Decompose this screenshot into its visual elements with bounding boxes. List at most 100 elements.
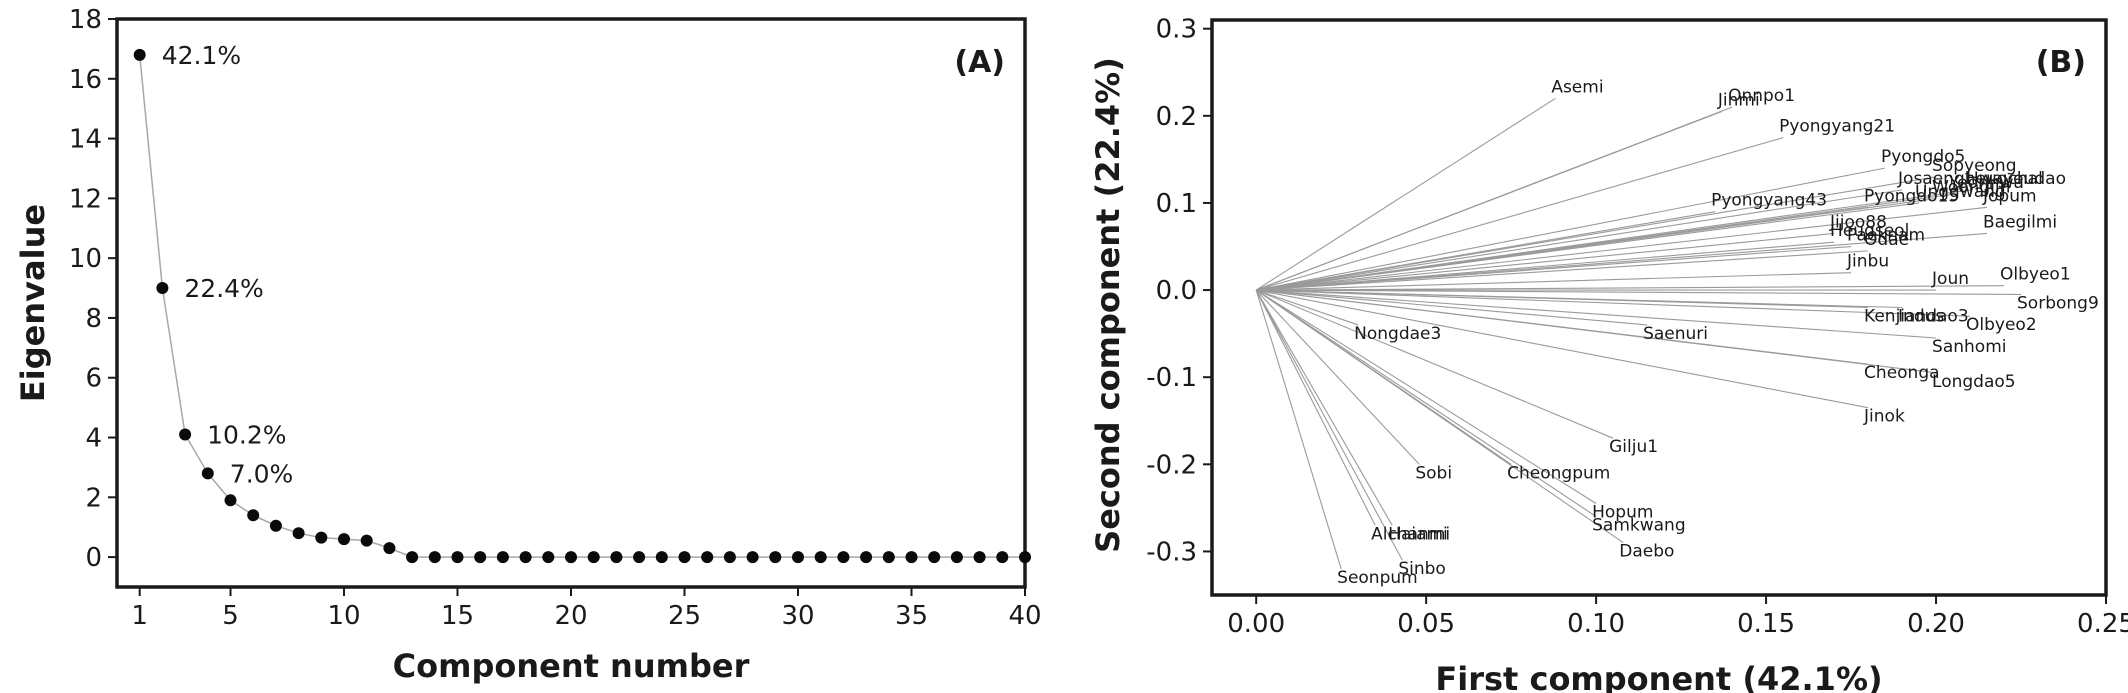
cultivar-label: Sopyeong (1932, 156, 2016, 176)
eigenvalue-point (814, 551, 827, 564)
eigenvalue-point (224, 494, 237, 507)
x-tick-label: 0.00 (1227, 609, 1285, 639)
y-tick-label: 2 (85, 483, 102, 513)
loading-vector (1256, 250, 1869, 291)
y-tick-label: 0.1 (1156, 189, 1197, 219)
loading-vector (1256, 289, 1648, 326)
loading-vector (1255, 289, 1403, 561)
scree-y-axis-label: Eigenvalue (14, 204, 52, 402)
loading-vector (1255, 289, 1393, 526)
cultivar-label: Sanhomi (1932, 337, 2006, 357)
y-tick-label: 12 (69, 184, 102, 214)
cultivar-label: Jopum (1982, 186, 2037, 206)
x-tick-label: 0.25 (2077, 609, 2128, 639)
x-tick-label: 0.20 (1907, 609, 1965, 639)
cultivar-label: Nongdae3 (1354, 324, 1441, 344)
eigenvalue-point (428, 551, 441, 564)
x-tick-label: 25 (668, 601, 701, 631)
loading-vector (1256, 289, 1937, 339)
cultivar-label: Yeonhwa (1948, 173, 2024, 193)
eigenvalue-point (860, 551, 873, 564)
cultivar-label: Pyongyang43 (1711, 191, 1827, 211)
y-tick-label: 14 (69, 125, 102, 155)
x-tick-label: 20 (554, 601, 587, 631)
eigenvalue-point (338, 533, 350, 546)
loading-vector (1256, 272, 1852, 291)
cultivar-label: Sobi (1415, 463, 1452, 483)
loading-vector (1256, 137, 1784, 291)
cultivar-label: Josaengheugchal (1897, 169, 2043, 189)
cultivar-label: Saenuri (1643, 324, 1708, 344)
panel-a-tag: (A) (954, 45, 1005, 80)
cultivar-label: Woongjin (1932, 178, 2010, 198)
loading-vector (1255, 289, 1614, 439)
x-tick-label: 40 (1008, 601, 1041, 631)
cultivar-label: Pyongdo15 (1864, 186, 1959, 206)
loading-vector (1255, 289, 1624, 544)
cultivar-label: Baegilmi (1983, 212, 2057, 232)
eigenvalue-point (701, 551, 714, 564)
y-tick-label: 8 (85, 304, 102, 334)
pca-biplot-axes: 0.00 0.05 0.10 0.15 0.20 0.25 0.3 0.2 0.1 0.0 -0.1… (1146, 15, 2128, 639)
cultivar-label: Indus (1898, 307, 1944, 327)
cultivar-label: Olbyeo1 (2000, 265, 2071, 285)
eigenvalue-point (950, 551, 963, 564)
loading-vector (1256, 285, 2005, 291)
loading-vector (1256, 289, 1359, 326)
y-tick-label: 6 (85, 364, 102, 394)
cultivar-label: Jinbu (1846, 252, 1889, 272)
loading-vector (1255, 289, 1342, 570)
loading-vector (1256, 206, 1988, 291)
eigenvalue-point (156, 282, 169, 295)
eigenvalue-point (678, 551, 691, 564)
cultivar-label: Sinbo (1398, 559, 1445, 579)
loading-vector (1256, 206, 1869, 291)
eigenvalue-point (315, 531, 328, 544)
cultivar-label: Daebo (1619, 542, 1674, 562)
cultivar-label: Jijoo88 (1829, 212, 1887, 232)
loading-vector (1256, 176, 1937, 291)
loading-vector (1255, 289, 1376, 526)
panel-b-tag: (B) (2036, 45, 2086, 80)
x-tick-label: 30 (781, 601, 814, 631)
y-tick-label: -0.1 (1146, 363, 1197, 393)
loading-vector (1256, 189, 1971, 291)
variance-label: 10.2% (207, 421, 286, 450)
x-tick-label: 15 (441, 601, 474, 631)
cultivar-label: Heugseol (1830, 221, 1909, 241)
y-tick-label: 0.3 (1156, 15, 1197, 45)
scree-line (138, 54, 1025, 558)
x-tick-label: 35 (895, 601, 928, 631)
loading-vector (1256, 289, 1937, 374)
eigenvalue-point (406, 551, 419, 564)
eigenvalue-point (542, 551, 555, 564)
cultivar-label: Sorbong9 (2017, 293, 2099, 313)
loading-vector (1256, 167, 1886, 291)
loading-vector (1255, 289, 1420, 465)
eigenvalue-point (292, 527, 305, 540)
cultivar-label: Pyongdo5 (1881, 147, 1965, 167)
eigenvalue-point (837, 551, 850, 564)
cultivar-label: Hwayoudao (1966, 169, 2066, 189)
y-tick-label: 4 (85, 424, 102, 454)
loading-vector (1256, 232, 1988, 291)
cultivar-label: Hopum (1592, 503, 1653, 523)
eigenvalue-point (792, 551, 804, 564)
eigenvalue-point (269, 519, 282, 532)
cultivar-label: Jinmi (1717, 90, 1760, 110)
loading-vector (1256, 289, 1971, 317)
eigenvalue-point (882, 551, 895, 564)
y-tick-label: 0.2 (1156, 102, 1197, 132)
eigenvalue-point (496, 551, 509, 564)
cultivar-label: Pyongyang21 (1779, 117, 1895, 137)
cultivar-label: Asemi (1551, 77, 1603, 97)
cultivar-label: Kenjiandao3 (1864, 307, 1969, 327)
eigenvalue-point (723, 551, 736, 564)
cultivar-label: Onnpo1 (1728, 86, 1795, 106)
y-tick-label: 18 (69, 5, 102, 35)
eigenvalue-point (587, 551, 600, 564)
cultivar-label: Olbyeo2 (1966, 315, 2037, 335)
